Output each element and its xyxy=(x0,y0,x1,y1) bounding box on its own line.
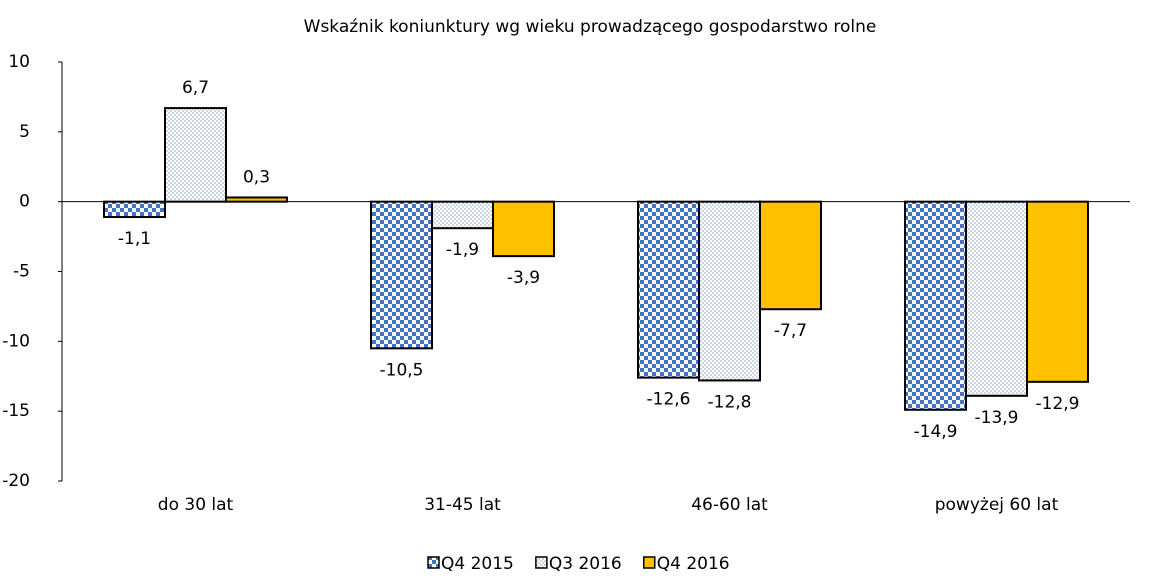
y-tick-label: -10 xyxy=(2,331,30,351)
legend-swatch xyxy=(535,556,548,569)
x-tick-label: 46-60 lat xyxy=(691,495,768,515)
bar xyxy=(965,200,1028,397)
value-label: -1,1 xyxy=(118,229,151,249)
value-label: 0,3 xyxy=(243,167,270,187)
chart-title: Wskaźnik koniunktury wg wieku prowadzące… xyxy=(304,17,877,37)
bar xyxy=(637,200,700,379)
bar xyxy=(370,200,433,350)
legend-swatch xyxy=(427,556,440,569)
legend-label: Q4 2015 xyxy=(441,554,514,574)
value-label: -7,7 xyxy=(774,321,807,341)
y-tick-label: -15 xyxy=(2,401,30,421)
y-tick-label: -5 xyxy=(13,262,30,282)
value-label: -12,8 xyxy=(708,392,752,412)
value-label: -1,9 xyxy=(446,240,479,260)
y-tick-label: 10 xyxy=(8,52,30,72)
bar xyxy=(759,200,822,311)
legend-label: Q3 2016 xyxy=(549,554,622,574)
value-label: -13,9 xyxy=(975,408,1019,428)
value-label: -12,9 xyxy=(1036,394,1080,414)
bar xyxy=(103,200,166,219)
y-tick-label: 0 xyxy=(19,192,30,212)
bar xyxy=(698,200,761,382)
y-tick-label: -20 xyxy=(2,471,30,491)
value-label: 6,7 xyxy=(182,78,209,98)
bar xyxy=(1026,200,1089,383)
value-label: -14,9 xyxy=(914,422,958,442)
bar xyxy=(164,107,227,203)
value-label: -10,5 xyxy=(380,360,424,380)
value-label: -12,6 xyxy=(647,390,691,410)
x-tick-label: 31-45 lat xyxy=(424,495,501,515)
x-tick-label: do 30 lat xyxy=(158,495,234,515)
value-label: -3,9 xyxy=(507,268,540,288)
legend-swatch xyxy=(643,556,656,569)
bar xyxy=(431,200,494,230)
legend-label: Q4 2016 xyxy=(657,554,730,574)
bar xyxy=(492,200,555,258)
y-tick-label: 5 xyxy=(19,122,30,142)
bar xyxy=(904,200,967,411)
bar xyxy=(225,196,288,203)
x-tick-label: powyżej 60 lat xyxy=(935,495,1059,515)
